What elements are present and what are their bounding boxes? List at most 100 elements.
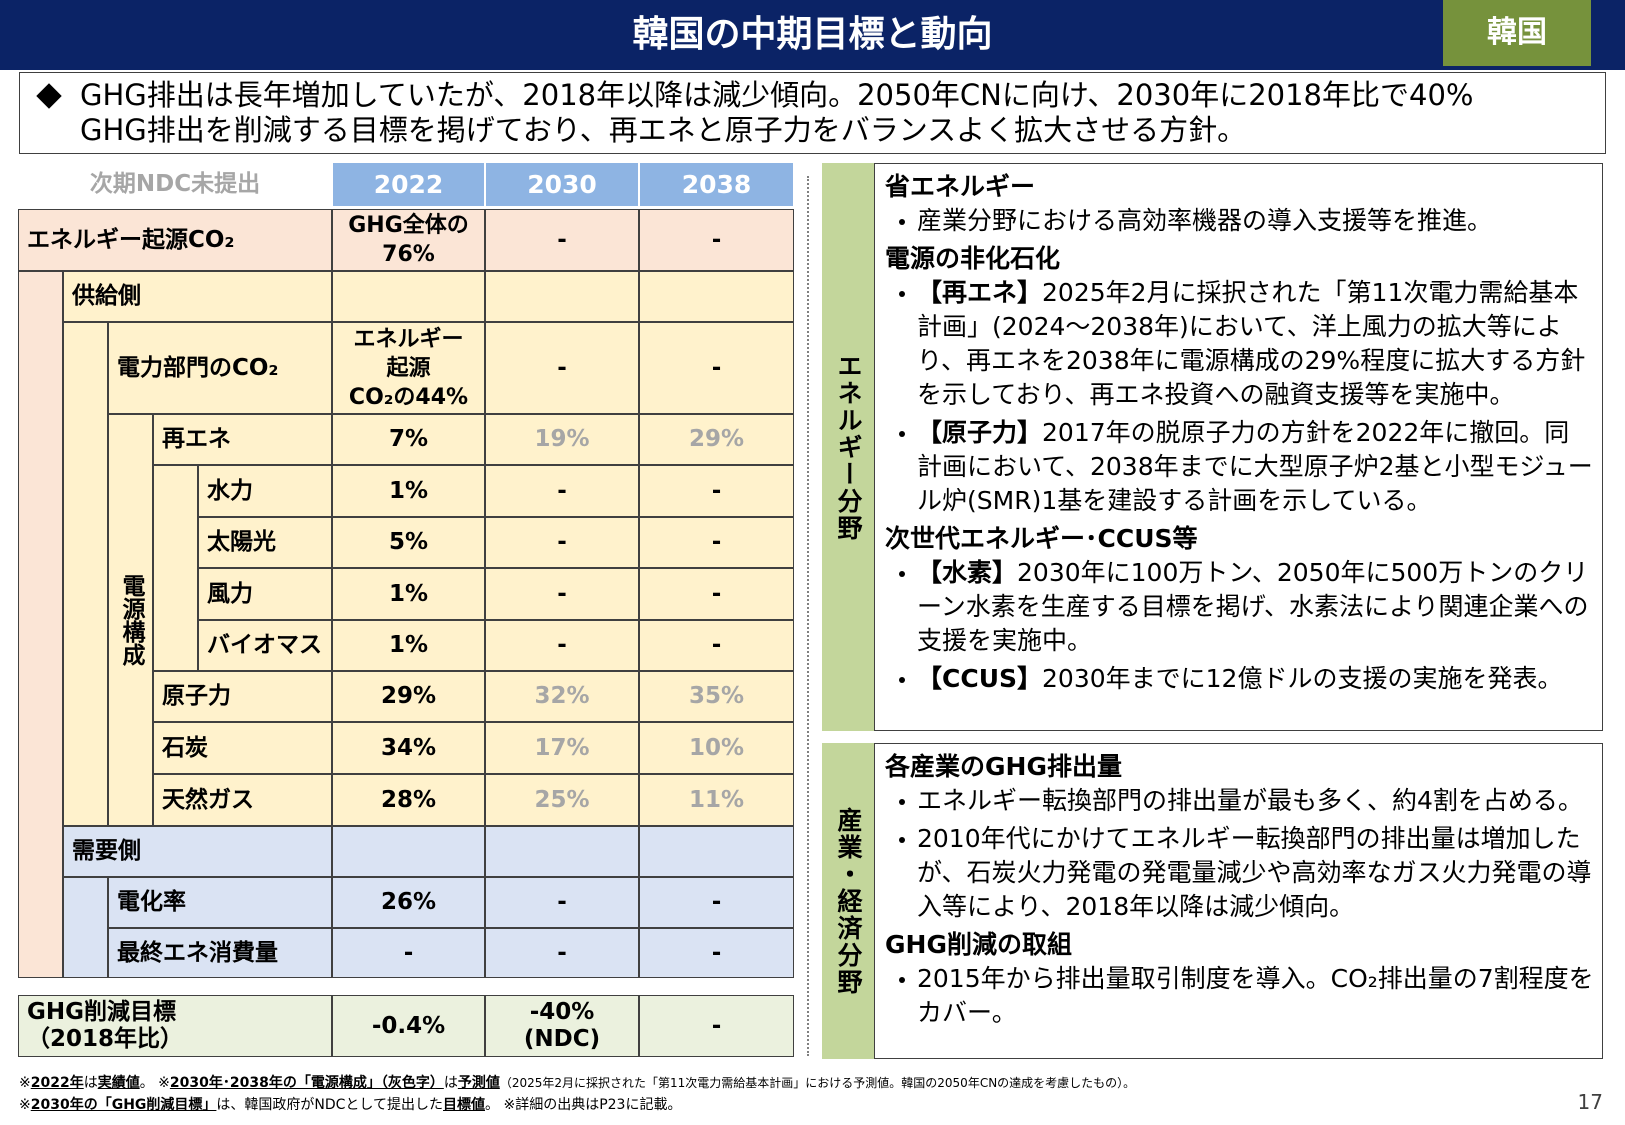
value-cell: 29% [332,671,485,722]
section: GHG削減の取組 2015年から排出量取引制度を導入。CO₂排出量の7割程度をカバ… [885,928,1594,1030]
value-cell: - [485,209,639,271]
column-header: 2022 [332,162,485,207]
value-cell: - [639,209,794,271]
summary-box: GHG排出は長年増加していたが、2018年以降は減少傾向。2050年CNに向け、… [19,72,1606,154]
section: 省エネルギー産業分野における高効率機器の導入支援等を推進。 [885,170,1594,238]
value-cell: 7% [332,414,485,465]
footnote-part: は、韓国政府がNDCとして提出した [216,1097,444,1113]
value-cell: GHG全体の 76% [332,209,485,271]
value-cell [485,826,639,877]
value-cell: - [485,877,639,928]
value-cell: 1% [332,465,485,517]
bullet-text: エネルギー転換部門の排出量が最も多く、約4割を占める。 [917,786,1583,815]
column-header: 2038 [639,162,794,207]
value-cell: - [485,568,639,620]
summary-line: GHG排出を削減する目標を掲げており、再エネと原子力をバランスよく拡大させる方針… [80,113,1247,147]
column-header: 2030 [485,162,639,207]
bullet-text: 2017年の脱原子力の方針を2022年に撤回。同計画において、2038年までに大… [917,418,1593,515]
bullet-text: 2030年に100万トン、2050年に500万トンのクリーン水素を生産する目標を… [917,558,1589,655]
value-cell: 25% [485,774,639,826]
footnote-part: 2022年 [30,1075,84,1091]
bullet-tag: 【水素】 [917,558,1018,587]
bullet-tag: 【CCUS】 [917,664,1043,693]
row-label: 天然ガス [153,774,332,826]
tree-strip [63,322,108,826]
value-cell: - [639,517,794,568]
footnote-part: ※ [19,1097,31,1113]
row-label: 再エネ [153,414,332,465]
row-label: 水力 [198,465,332,517]
row-label: エネルギー起源CO₂ [18,209,332,271]
bullet-text: 産業分野における高効率機器の導入支援等を推進。 [917,206,1493,235]
section-heading: GHG削減の取組 [885,930,1072,959]
header-bar [0,0,1625,70]
row-label: 石炭 [153,722,332,774]
bullet: 【CCUS】2030年までに12億ドルの支援の実施を発表。 [885,662,1594,696]
footnote-part: 実績値 [97,1075,140,1091]
footnote: ※2022年は実績値。 ※2030年･2038年の「電源構成」（灰色字）は予測値… [19,1072,1135,1092]
value-cell: - [485,465,639,517]
footnote-part: （2025年2月に採択された「第11次電力需給基本計画」における予測値。韓国の2… [499,1076,1136,1090]
footnote-part: は [83,1075,98,1091]
footnote-part: は [443,1075,458,1091]
value-cell [639,271,794,322]
bullet: 2015年から排出量取引制度を導入。CO₂排出量の7割程度をカバー。 [885,962,1594,1030]
section-heading: 省エネルギー [885,172,1036,201]
panel-content: 各産業のGHG排出量エネルギー転換部門の排出量が最も多く、約4割を占める。 201… [874,743,1603,1059]
footnote-part: 予測値 [457,1075,500,1091]
value-cell [332,826,485,877]
page-number: 17 [1577,1090,1603,1114]
tree-strip [18,271,63,978]
bullet-text: 2010年代にかけてエネルギー転換部門の排出量は増加したが、石炭火力発電の発電量… [917,824,1592,921]
bullet-tag: 【再エネ】 [917,278,1043,307]
country-badge: 韓国 [1443,0,1591,66]
value-cell: - [485,322,639,414]
value-cell: 32% [485,671,639,722]
bullet: 【原子力】2017年の脱原子力の方針を2022年に撤回。同計画において、2038… [885,416,1594,518]
target-value: - [639,995,794,1057]
value-cell: 17% [485,722,639,774]
footnote-part: ※ [19,1075,31,1091]
bullet-tag: 【原子力】 [917,418,1043,447]
bullet-text: 2030年までに12億ドルの支援の実施を発表。 [1042,664,1563,693]
footnote-part: 。 ※詳細の出典はP23に記載。 [485,1097,682,1113]
value-cell: 11% [639,774,794,826]
bullet: 【水素】2030年に100万トン、2050年に500万トンのクリーン水素を生産す… [885,556,1594,658]
section-heading: 各産業のGHG排出量 [885,752,1122,781]
footnote-part: 。 ※ [139,1075,170,1091]
row-label: バイオマス [198,620,332,671]
value-cell: - [639,928,794,978]
footnote-part: 目標値 [443,1097,486,1113]
value-cell: - [485,928,639,978]
value-cell: 34% [332,722,485,774]
summary-line: GHG排出は長年増加していたが、2018年以降は減少傾向。2050年CNに向け、… [80,78,1474,112]
value-cell: エネルギー 起源 CO₂の44% [332,322,485,414]
footnote: ※2030年の「GHG削減目標」は、韓国政府がNDCとして提出した目標値。 ※詳… [19,1094,681,1114]
value-cell: - [485,517,639,568]
value-cell [639,826,794,877]
row-label: 供給側 [63,271,332,322]
row-label: 電化率 [108,877,332,928]
bullet-text: 2015年から排出量取引制度を導入。CO₂排出量の7割程度をカバー。 [917,964,1594,1027]
row-label: 需要側 [63,826,332,877]
panel-side-label: 産業・経済分野 [834,806,863,996]
value-cell: 35% [639,671,794,722]
value-cell: - [639,322,794,414]
panel-side-label: エネルギー分野 [834,352,863,542]
value-cell: 26% [332,877,485,928]
target-value: -0.4% [332,995,485,1057]
slide-title: 韓国の中期目標と動向 [632,14,993,55]
bullet-text: 2025年2月に採択された「第11次電力需給基本計画」(2024～2038年)に… [917,278,1586,409]
value-cell: 10% [639,722,794,774]
bullet: 産業分野における高効率機器の導入支援等を推進。 [885,204,1594,238]
target-value: -40% (NDC) [485,995,639,1057]
value-cell: 19% [485,414,639,465]
value-cell: - [639,465,794,517]
separator [807,176,809,1056]
bullet: 【再エネ】2025年2月に採択された「第11次電力需給基本計画」(2024～20… [885,276,1594,412]
panel-side: 産業・経済分野 [822,743,874,1059]
panel-side: エネルギー分野 [822,163,874,731]
value-cell: - [639,568,794,620]
section-heading: 電源の非化石化 [885,244,1061,273]
